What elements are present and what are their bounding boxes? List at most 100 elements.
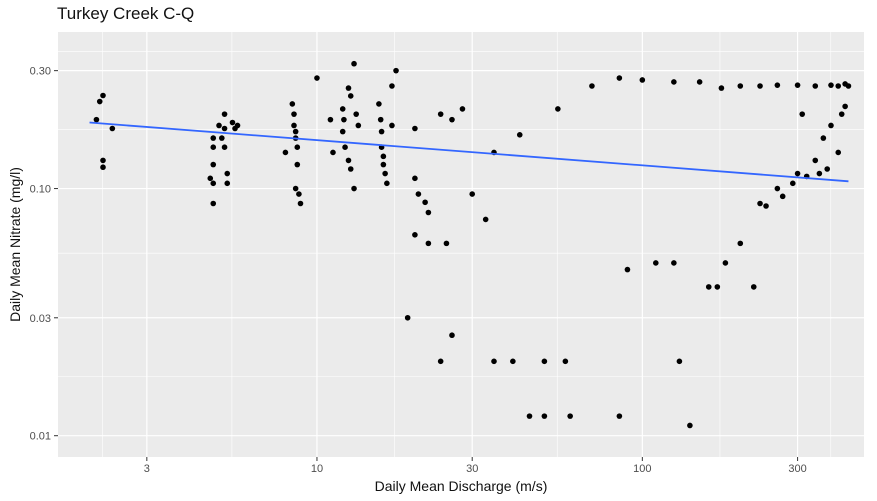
data-point	[389, 83, 395, 89]
data-point	[828, 122, 834, 129]
data-point	[96, 98, 103, 105]
data-point	[541, 358, 548, 365]
data-point	[292, 185, 299, 192]
data-point	[757, 83, 763, 89]
major-gridlines	[58, 32, 864, 457]
data-point	[378, 128, 385, 135]
data-point	[794, 82, 801, 88]
data-point	[216, 122, 222, 129]
data-point	[291, 111, 297, 117]
data-point	[380, 161, 387, 168]
data-point	[671, 79, 677, 85]
data-point	[330, 149, 336, 156]
data-point	[774, 82, 781, 88]
data-point	[412, 175, 418, 182]
data-point	[339, 128, 346, 135]
data-point	[510, 358, 516, 365]
x-axis-title: Daily Mean Discharge (m/s)	[375, 478, 548, 494]
trend-line	[89, 121, 849, 183]
data-point	[345, 85, 352, 91]
data-point	[382, 170, 388, 177]
data-point	[737, 83, 744, 89]
data-point	[210, 144, 217, 151]
data-point	[210, 200, 217, 207]
data-point	[100, 164, 106, 171]
data-point	[355, 122, 362, 129]
data-point	[449, 116, 455, 123]
data-point	[799, 111, 806, 117]
data-point	[393, 67, 399, 74]
trend-line-path	[89, 121, 849, 183]
data-point	[351, 185, 357, 192]
data-point	[639, 77, 646, 83]
data-point	[297, 200, 304, 207]
data-points	[93, 60, 852, 429]
data-point	[404, 314, 411, 321]
data-point	[526, 413, 533, 419]
data-point	[210, 135, 217, 141]
data-point	[294, 161, 301, 168]
y-tick-label: 0.01	[30, 431, 51, 443]
data-point	[353, 111, 359, 117]
y-tick-label: 0.30	[30, 66, 51, 78]
x-tick-label: 30	[466, 463, 478, 475]
data-point	[845, 83, 852, 89]
data-point	[377, 116, 384, 123]
data-point	[812, 157, 819, 164]
data-point	[294, 144, 301, 151]
y-axis-title: Daily Mean Nitrate (mg/l)	[7, 167, 23, 322]
data-point	[425, 240, 432, 247]
data-point	[437, 358, 444, 365]
data-point	[221, 111, 228, 117]
data-point	[415, 191, 422, 197]
data-point	[282, 149, 289, 156]
data-point	[207, 175, 214, 182]
data-point	[671, 260, 677, 266]
data-point	[100, 92, 106, 99]
data-point	[210, 161, 217, 168]
data-point	[234, 122, 241, 129]
data-point	[816, 170, 823, 177]
data-point	[342, 144, 348, 151]
data-point	[541, 413, 548, 419]
data-point	[824, 166, 831, 172]
data-point	[449, 332, 455, 339]
x-tick-label: 300	[788, 463, 806, 475]
data-point	[422, 199, 428, 206]
data-point	[347, 93, 354, 99]
data-point	[794, 170, 801, 177]
data-point	[425, 209, 432, 216]
data-point	[835, 83, 842, 89]
data-point	[100, 157, 106, 164]
data-point	[291, 122, 297, 129]
data-point	[616, 75, 623, 81]
data-point	[109, 125, 116, 132]
x-tick-label: 3	[144, 463, 150, 475]
data-point	[714, 284, 721, 290]
data-point	[567, 413, 573, 419]
data-point	[789, 180, 796, 187]
data-point	[351, 60, 357, 67]
data-point	[653, 260, 659, 266]
data-point	[722, 260, 729, 266]
data-point	[437, 111, 444, 117]
data-point	[779, 193, 786, 200]
data-point	[516, 132, 523, 138]
data-point	[828, 82, 834, 88]
data-point	[555, 106, 561, 112]
data-point	[345, 157, 352, 164]
data-point	[93, 116, 100, 123]
data-point	[696, 79, 703, 85]
data-point	[443, 240, 450, 247]
data-point	[616, 413, 623, 419]
data-point	[624, 266, 631, 273]
data-point	[838, 111, 845, 117]
data-point	[750, 284, 757, 290]
data-point	[459, 106, 466, 112]
x-axis: 3 10 30 100 300	[144, 457, 807, 475]
data-point	[835, 149, 842, 156]
data-point	[812, 83, 819, 89]
data-point	[221, 144, 228, 151]
data-point	[562, 358, 569, 365]
data-point	[718, 85, 725, 91]
